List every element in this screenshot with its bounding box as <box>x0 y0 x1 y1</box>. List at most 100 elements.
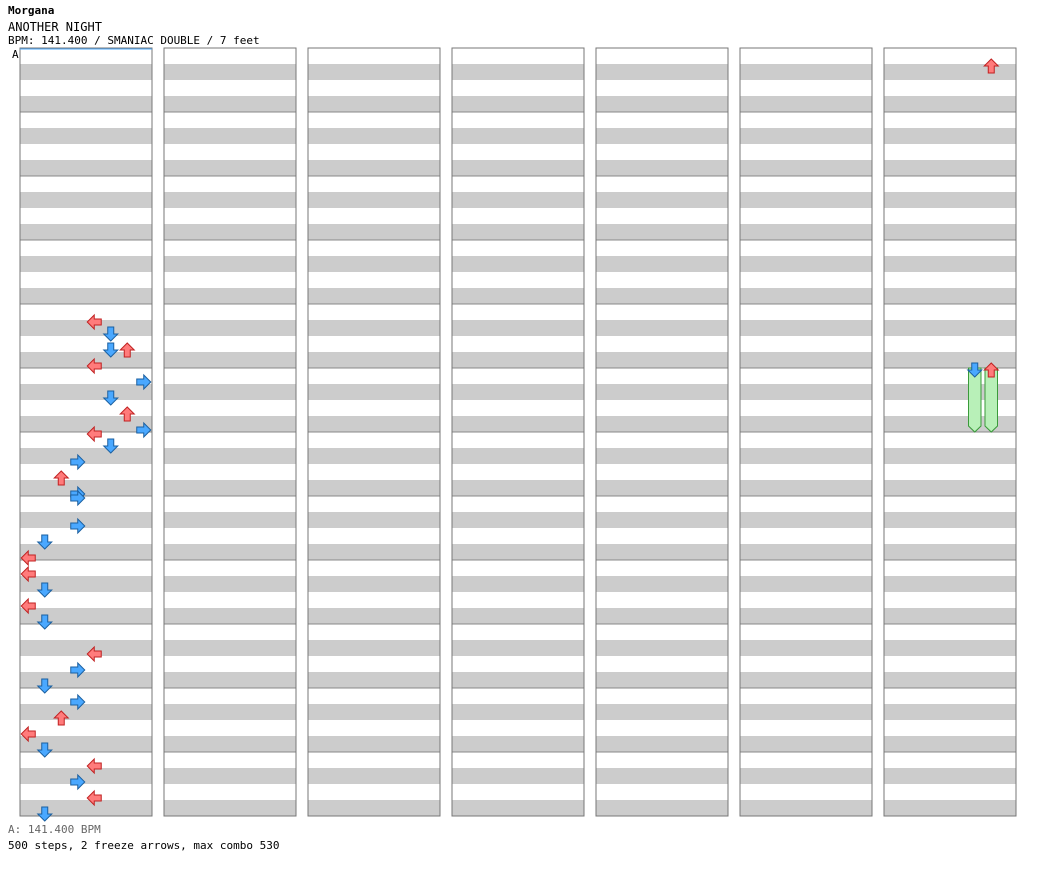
beat-stripe <box>164 736 296 752</box>
beat-stripe <box>740 736 872 752</box>
chart-column-frame <box>163 47 297 817</box>
beat-stripe <box>596 256 728 272</box>
beat-stripe <box>20 64 152 80</box>
beat-stripe <box>164 512 296 528</box>
step-arrow-left <box>20 597 36 615</box>
beat-stripe <box>884 288 1016 304</box>
beat-stripe <box>164 768 296 784</box>
beat-stripe <box>740 224 872 240</box>
beat-stripe <box>308 224 440 240</box>
step-arrow-up <box>53 470 70 486</box>
beat-stripe <box>452 288 584 304</box>
beat-stripe <box>452 544 584 560</box>
beat-stripe <box>452 64 584 80</box>
step-arrow-down <box>966 362 983 378</box>
beat-stripe <box>452 320 584 336</box>
beat-stripe <box>20 192 152 208</box>
beat-stripe <box>452 576 584 592</box>
beat-stripe <box>596 64 728 80</box>
beat-stripe <box>740 192 872 208</box>
beat-stripe <box>884 320 1016 336</box>
beat-stripe <box>740 448 872 464</box>
beat-stripe <box>596 192 728 208</box>
beat-stripe <box>20 640 152 656</box>
beat-stripe <box>884 352 1016 368</box>
beat-stripe <box>596 384 728 400</box>
beat-stripe <box>740 544 872 560</box>
beat-stripe <box>20 544 152 560</box>
beat-stripe <box>308 160 440 176</box>
step-arrow-right <box>70 489 86 507</box>
beat-stripe <box>596 224 728 240</box>
beat-stripe <box>20 352 152 368</box>
step-arrow-down <box>36 678 53 694</box>
beat-stripe <box>164 160 296 176</box>
beat-stripe <box>164 800 296 816</box>
beat-stripe <box>884 640 1016 656</box>
beat-stripe <box>20 768 152 784</box>
bpm-marker-label: A <box>12 48 19 61</box>
beat-stripe <box>884 672 1016 688</box>
beat-stripe <box>596 352 728 368</box>
chart-column-frame <box>739 47 873 817</box>
step-arrow-left <box>86 757 102 775</box>
beat-stripe <box>308 320 440 336</box>
beat-stripe <box>164 288 296 304</box>
beat-stripe <box>308 448 440 464</box>
beat-stripe <box>740 512 872 528</box>
step-arrow-down <box>36 806 53 822</box>
beat-stripe <box>740 64 872 80</box>
beat-stripe <box>884 256 1016 272</box>
step-arrow-right <box>70 453 86 471</box>
beat-stripe <box>308 288 440 304</box>
beat-stripe <box>740 384 872 400</box>
beat-stripe <box>740 256 872 272</box>
beat-stripe <box>740 416 872 432</box>
beat-stripe <box>740 800 872 816</box>
beat-stripe <box>596 96 728 112</box>
beat-stripe <box>884 544 1016 560</box>
beat-stripe <box>884 416 1016 432</box>
beat-stripe <box>740 288 872 304</box>
beat-stripe <box>20 448 152 464</box>
beat-stripe <box>20 800 152 816</box>
beat-stripe <box>596 416 728 432</box>
beat-stripe <box>884 192 1016 208</box>
beat-stripe <box>164 352 296 368</box>
beat-stripe <box>452 608 584 624</box>
beat-stripe <box>596 160 728 176</box>
beat-stripe <box>20 512 152 528</box>
freeze-arrow <box>984 367 998 433</box>
beat-stripe <box>596 608 728 624</box>
beat-stripe <box>452 768 584 784</box>
beat-stripe <box>596 640 728 656</box>
beat-stripe <box>164 256 296 272</box>
beat-stripe <box>20 256 152 272</box>
beat-stripe <box>308 672 440 688</box>
beat-stripe <box>740 576 872 592</box>
step-arrow-down <box>102 390 119 406</box>
beat-stripe <box>452 640 584 656</box>
beat-stripe <box>596 128 728 144</box>
beat-stripe <box>164 64 296 80</box>
step-arrow-up <box>119 406 136 422</box>
beat-stripe <box>452 672 584 688</box>
beat-stripe <box>308 128 440 144</box>
freeze-arrow <box>968 367 982 433</box>
step-arrow-down <box>36 614 53 630</box>
beat-stripe <box>308 512 440 528</box>
beat-stripe <box>740 320 872 336</box>
chart-column-frame <box>595 47 729 817</box>
beat-stripe <box>740 608 872 624</box>
step-arrow-up <box>983 58 1000 74</box>
beat-stripe <box>164 224 296 240</box>
beat-stripe <box>308 576 440 592</box>
beat-stripe <box>452 480 584 496</box>
step-arrow-down <box>102 438 119 454</box>
beat-stripe <box>308 256 440 272</box>
beat-stripe <box>308 96 440 112</box>
beat-stripe <box>308 608 440 624</box>
step-arrow-right <box>136 373 152 391</box>
beat-stripe <box>452 736 584 752</box>
